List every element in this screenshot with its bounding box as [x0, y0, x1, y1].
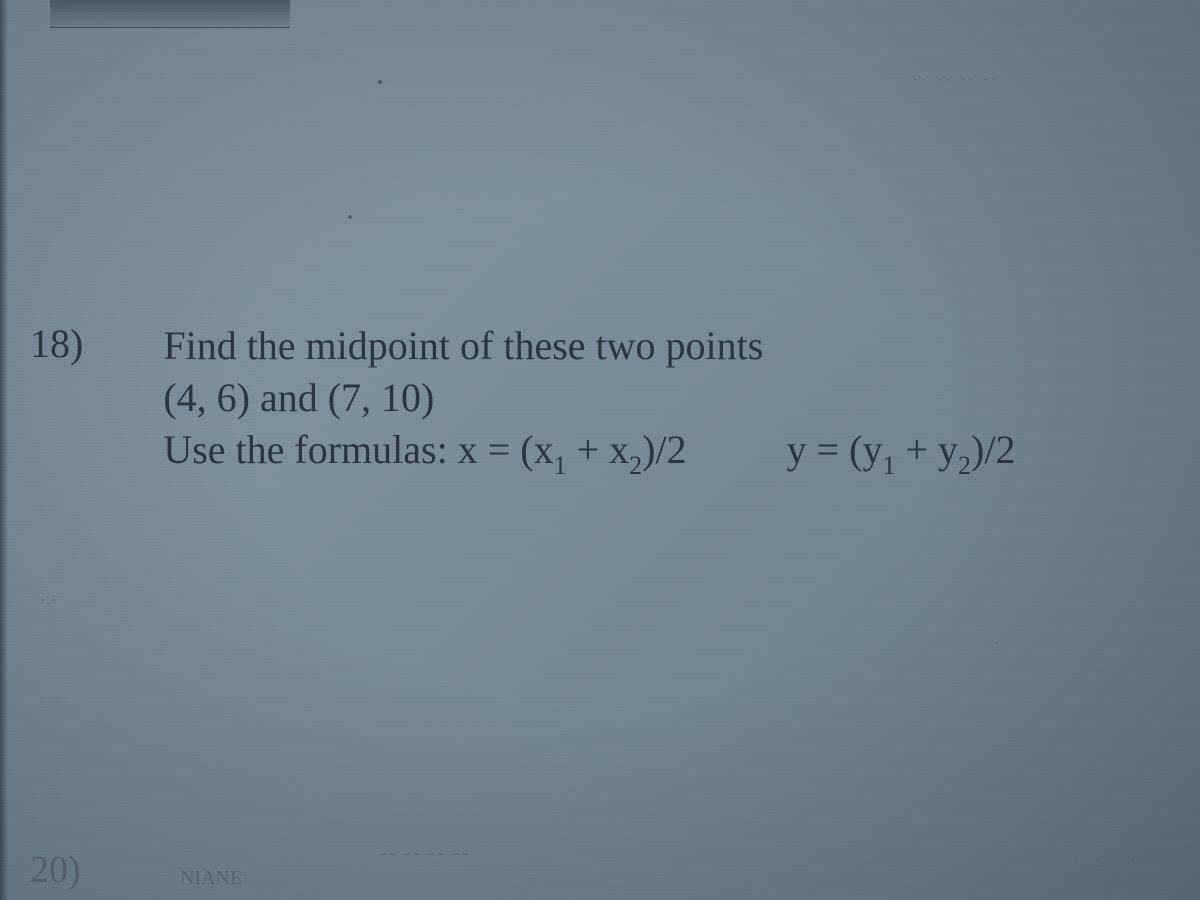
formula-row: Use the formulas: x = (x1 + x2)/2 y = (y… — [163, 424, 1200, 481]
problem-body: Find the midpoint of these two points (4… — [163, 320, 1200, 481]
formula-x-expr: x = (x1 + x2)/2 — [458, 427, 687, 472]
page-left-edge — [0, 0, 8, 900]
formula-x: Use the formulas: x = (x1 + x2)/2 — [163, 424, 686, 481]
problem-points: (4, 6) and (7, 10) — [163, 372, 1200, 424]
dust-speck — [378, 80, 382, 84]
problem-instruction: Find the midpoint of these two points — [163, 320, 1200, 372]
formula-prefix: Use the formulas: — [163, 427, 457, 472]
dust-artifact: -- -- -- -- — [380, 842, 470, 865]
page-top-artifact — [50, 0, 290, 28]
problem-18: 18) Find the midpoint of these two point… — [20, 320, 1200, 481]
problem-number: 18) — [30, 320, 83, 367]
document-page: 18) Find the midpoint of these two point… — [0, 0, 1200, 900]
dust-speck — [348, 215, 352, 219]
dust-artifact: -- -- -- — [969, 635, 1020, 651]
dust-artifact: · · · · — [1075, 849, 1140, 870]
formula-y: y = (y1 + y2)/2 — [787, 424, 1016, 481]
dust-artifact: · · — [40, 590, 65, 605]
next-problem-number: 20) — [30, 848, 81, 892]
partial-text-artifact: NIANE — [180, 867, 242, 890]
dust-artifact: -- -- -- -- — [912, 70, 1000, 88]
